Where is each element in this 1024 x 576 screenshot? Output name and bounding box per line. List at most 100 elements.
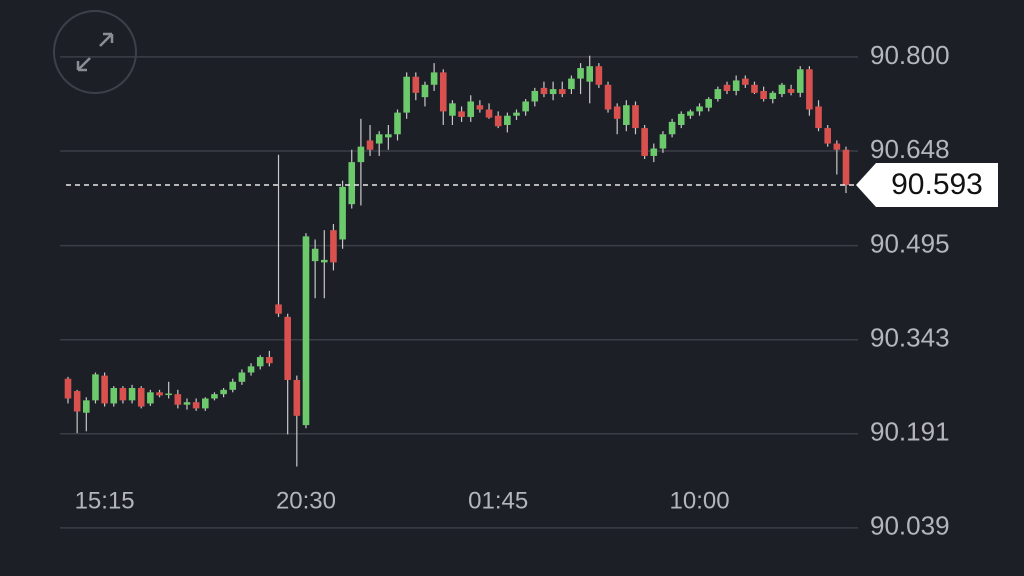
- candle-body: [83, 400, 90, 413]
- candle-body: [119, 387, 127, 401]
- candle-body: [201, 398, 209, 409]
- candle-body: [174, 394, 182, 405]
- candle-body: [449, 103, 456, 116]
- candle-body: [476, 105, 484, 110]
- candle-body: [311, 248, 319, 262]
- x-tick-label: 01:45: [468, 487, 528, 514]
- candle-body: [485, 109, 493, 118]
- candle-body: [513, 112, 520, 116]
- y-tick-label: 90.039: [870, 511, 950, 541]
- candle-body: [641, 128, 648, 156]
- candle-body: [806, 69, 813, 110]
- candle-body: [522, 101, 529, 112]
- candle-body: [833, 143, 841, 150]
- candle-body: [705, 99, 713, 108]
- candle-body: [92, 374, 99, 401]
- candle-body: [348, 162, 356, 205]
- candles: [64, 55, 856, 467]
- last-price-label: 90.593: [891, 168, 983, 201]
- candle-body: [430, 72, 438, 85]
- candle-body: [439, 72, 447, 112]
- candle-body: [815, 106, 822, 129]
- candle-body: [421, 84, 429, 98]
- candle-body: [467, 101, 475, 117]
- candle-body: [504, 115, 511, 125]
- candle-body: [211, 394, 218, 399]
- candle-body: [623, 105, 630, 125]
- candle-body: [101, 375, 108, 404]
- candle-body: [247, 366, 255, 373]
- y-tick-label: 90.343: [870, 323, 950, 353]
- candle-body: [732, 80, 740, 91]
- x-tick-label: 15:15: [75, 487, 135, 514]
- candle-body: [595, 66, 603, 85]
- candle-body: [64, 378, 72, 399]
- candle-body: [238, 372, 246, 382]
- candle-body: [613, 106, 621, 119]
- candle-body: [796, 69, 804, 93]
- grid: [60, 56, 858, 529]
- candle-body: [256, 357, 264, 367]
- candle-body: [394, 112, 401, 135]
- y-tick-label: 90.648: [870, 134, 950, 164]
- expand-circle: [53, 10, 137, 94]
- candle-body: [375, 134, 383, 144]
- candle-body: [604, 84, 612, 110]
- candle-body: [540, 87, 548, 95]
- candle-body: [147, 392, 154, 404]
- candle-body: [714, 89, 722, 100]
- candle-body: [412, 76, 420, 93]
- x-tick-label: 10:00: [670, 487, 730, 514]
- candle-body: [632, 105, 639, 129]
- candle-body: [742, 78, 749, 85]
- candle-body: [577, 68, 584, 79]
- candle-body: [778, 84, 786, 95]
- candle-body: [842, 149, 850, 186]
- candle-body: [586, 66, 594, 82]
- candle-body: [677, 113, 685, 125]
- candle-body: [558, 89, 566, 95]
- candle-body: [320, 259, 328, 263]
- candle-body: [659, 134, 667, 149]
- candle-body: [110, 387, 118, 404]
- candle-body: [339, 186, 346, 240]
- candle-body: [366, 140, 374, 150]
- candle-body: [723, 84, 731, 91]
- candle-body: [568, 78, 575, 90]
- candle-body: [494, 115, 502, 127]
- candle-body: [760, 90, 767, 100]
- candle-body: [751, 84, 758, 93]
- candle-body: [668, 121, 676, 135]
- candle-body: [275, 304, 282, 314]
- labels: 90.800 90.648 90.495 90.343 90.191 90.039 15:1…: [75, 40, 998, 541]
- candle-body: [687, 111, 694, 116]
- candle-body: [650, 148, 658, 156]
- candle-body: [696, 106, 703, 112]
- candle-body: [302, 236, 310, 426]
- candle-body: [549, 89, 557, 95]
- candle-body: [266, 357, 273, 364]
- candle-body: [284, 316, 291, 380]
- candle-body: [73, 391, 81, 412]
- x-tick-label: 20:30: [276, 487, 336, 514]
- y-tick-label: 90.800: [870, 40, 950, 70]
- candle-body: [183, 402, 191, 405]
- last-price-tag: [856, 163, 998, 208]
- expand-icon: [76, 32, 114, 72]
- candle-body: [192, 402, 200, 409]
- candle-body: [403, 76, 410, 113]
- y-tick-label: 90.191: [870, 417, 950, 447]
- candle-body: [229, 381, 237, 390]
- candle-body: [385, 134, 392, 138]
- expand-button[interactable]: [53, 10, 137, 94]
- candle-body: [357, 146, 365, 163]
- y-tick-label: 90.495: [870, 229, 950, 259]
- candle-body: [531, 90, 539, 102]
- candle-body: [137, 387, 145, 407]
- candle-body: [220, 389, 227, 395]
- candle-body: [458, 111, 465, 117]
- candle-body: [787, 89, 795, 93]
- candle-body: [128, 387, 136, 401]
